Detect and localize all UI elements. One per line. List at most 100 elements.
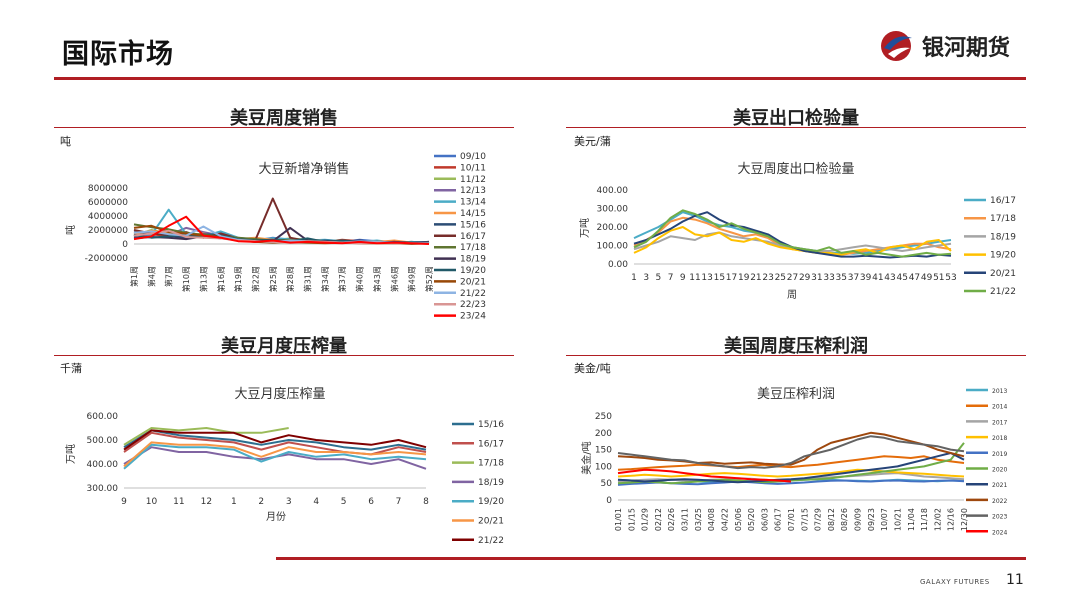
legend-label-sales: 19/20	[460, 266, 486, 276]
x-tick-label-margin: 06/17	[774, 508, 783, 531]
legend-label-margin: 2018	[992, 435, 1007, 442]
x-tick-label-margin: 03/11	[681, 508, 690, 531]
x-tick-label-sales: 第1周	[129, 266, 139, 287]
x-tick-label-inspect: 53	[945, 273, 956, 283]
brand-logo-icon	[881, 31, 912, 61]
x-tick-label-margin: 03/25	[694, 508, 703, 531]
chart-margin: 美豆压榨利润 0 50 100 150 200 250 美金/吨 01/01 01/15 01/29…	[580, 386, 1007, 536]
legend-label-sales: 11/12	[460, 175, 486, 185]
legend-label-margin: 2013	[992, 388, 1007, 395]
series-line-crush-15-16	[123, 429, 427, 451]
legend-label-crush: 15/16	[478, 420, 504, 430]
x-tick-label-crush: 3	[286, 497, 292, 507]
x-tick-label-sales: 第22周	[250, 266, 260, 292]
x-tick-label-crush: 9	[121, 497, 127, 507]
x-tick-label-margin: 09/23	[867, 508, 876, 531]
x-tick-label-inspect: 35	[836, 273, 847, 283]
y-axis-label-crush: 万吨	[64, 444, 77, 464]
x-tick-label-inspect: 1	[631, 273, 637, 283]
series-line-crush-20-21	[123, 441, 427, 468]
x-tick-label-inspect: 11	[689, 273, 700, 283]
x-tick-label-sales: 第34周	[320, 266, 330, 292]
section-title-crush: 美豆月度压榨量	[221, 336, 347, 357]
legend-label-margin: 2022	[992, 498, 1007, 505]
x-tick-label-sales: 第49周	[407, 266, 417, 292]
x-tick-label-inspect: 37	[848, 273, 859, 283]
y-axis-label-margin: 美金/吨	[580, 441, 593, 474]
x-tick-label-inspect: 51	[933, 273, 944, 283]
x-tick-label-margin: 11/04	[907, 508, 916, 531]
unit-label-inspect: 美元/蒲	[574, 135, 611, 148]
y-tick-label-margin: 250	[595, 412, 612, 422]
y-tick-label-sales: 6000000	[88, 198, 128, 208]
x-tick-label-margin: 02/26	[667, 508, 676, 531]
legend-label-sales: 21/22	[460, 289, 486, 299]
x-tick-label-inspect: 29	[799, 273, 811, 283]
x-tick-label-margin: 07/15	[800, 508, 809, 531]
x-tick-label-sales: 第13周	[198, 266, 208, 292]
x-tick-label-margin: 08/12	[827, 508, 836, 531]
series-line-crush-17-18	[123, 427, 289, 446]
section-title-inspect: 美豆出口检验量	[733, 108, 859, 129]
legend-label-inspect: 16/17	[990, 196, 1016, 206]
y-tick-label-inspect: 200.00	[597, 223, 629, 233]
x-tick-label-inspect: 5	[656, 273, 662, 283]
x-tick-label-sales: 第25周	[268, 266, 278, 292]
legend-label-margin: 2021	[992, 482, 1007, 489]
x-tick-label-inspect: 39	[860, 273, 872, 283]
x-tick-label-margin: 09/09	[854, 508, 863, 531]
legend-label-margin: 2014	[992, 404, 1007, 411]
header-divider	[54, 77, 1026, 80]
x-tick-label-inspect: 15	[714, 273, 725, 283]
x-tick-label-inspect: 17	[726, 273, 737, 283]
x-tick-label-crush: 6	[368, 497, 374, 507]
chart-title-inspect: 大豆周度出口检验量	[737, 161, 854, 177]
x-tick-label-margin: 10/07	[880, 508, 889, 531]
series-line-inspect-21-22	[633, 209, 952, 258]
y-tick-label-sales: 0	[122, 240, 128, 250]
x-tick-label-inspect: 25	[775, 273, 786, 283]
x-tick-label-sales: 第52周	[424, 266, 434, 292]
footer-divider	[276, 557, 1026, 560]
x-tick-label-crush: 1	[231, 497, 237, 507]
x-tick-label-crush: 12	[201, 497, 212, 507]
x-tick-label-margin: 01/29	[641, 508, 650, 531]
y-tick-label-inspect: 100.00	[597, 242, 629, 252]
section-title-margin: 美国周度压榨利润	[724, 336, 868, 357]
series-line-inspect-19-20	[633, 226, 952, 256]
x-tick-label-inspect: 21	[750, 273, 761, 283]
x-tick-label-margin: 04/22	[720, 508, 729, 531]
y-tick-label-inspect: 400.00	[597, 186, 629, 196]
x-tick-label-margin: 07/01	[787, 508, 796, 531]
x-tick-label-sales: 第31周	[303, 266, 313, 292]
x-tick-label-margin: 06/03	[760, 508, 769, 531]
legend-label-sales: 14/15	[460, 209, 486, 219]
legend-label-sales: 17/18	[460, 243, 486, 253]
x-axis-label-crush: 月份	[266, 511, 286, 523]
section-divider-margin	[566, 355, 1026, 356]
x-tick-label-sales: 第16周	[216, 266, 226, 292]
legend-label-margin: 2023	[992, 514, 1007, 521]
legend-label-margin: 2020	[992, 467, 1007, 474]
legend-label-inspect: 19/20	[990, 251, 1016, 261]
y-tick-label-margin: 200	[595, 429, 612, 439]
legend-label-crush: 20/21	[478, 517, 504, 527]
legend-label-crush: 18/19	[478, 478, 504, 488]
x-axis-label-inspect: 周	[787, 289, 797, 301]
legend-label-margin: 2019	[992, 451, 1007, 458]
x-tick-label-margin: 12/02	[933, 508, 942, 531]
section-title-sales: 美豆周度销售	[230, 108, 338, 129]
legend-label-inspect: 18/19	[990, 232, 1016, 242]
x-tick-label-sales: 第46周	[389, 266, 399, 292]
y-tick-label-margin: 150	[595, 446, 612, 456]
x-tick-label-margin: 05/06	[734, 508, 743, 531]
x-tick-label-inspect: 43	[884, 273, 895, 283]
y-tick-label-sales: 8000000	[88, 184, 128, 194]
y-tick-label-crush: 600.00	[87, 412, 119, 422]
y-tick-label-sales: 4000000	[88, 212, 128, 222]
y-tick-label-crush: 300.00	[87, 484, 119, 494]
legend-label-sales: 15/16	[460, 220, 486, 230]
x-tick-label-crush: 2	[258, 497, 264, 507]
x-tick-label-sales: 第43周	[372, 266, 382, 292]
